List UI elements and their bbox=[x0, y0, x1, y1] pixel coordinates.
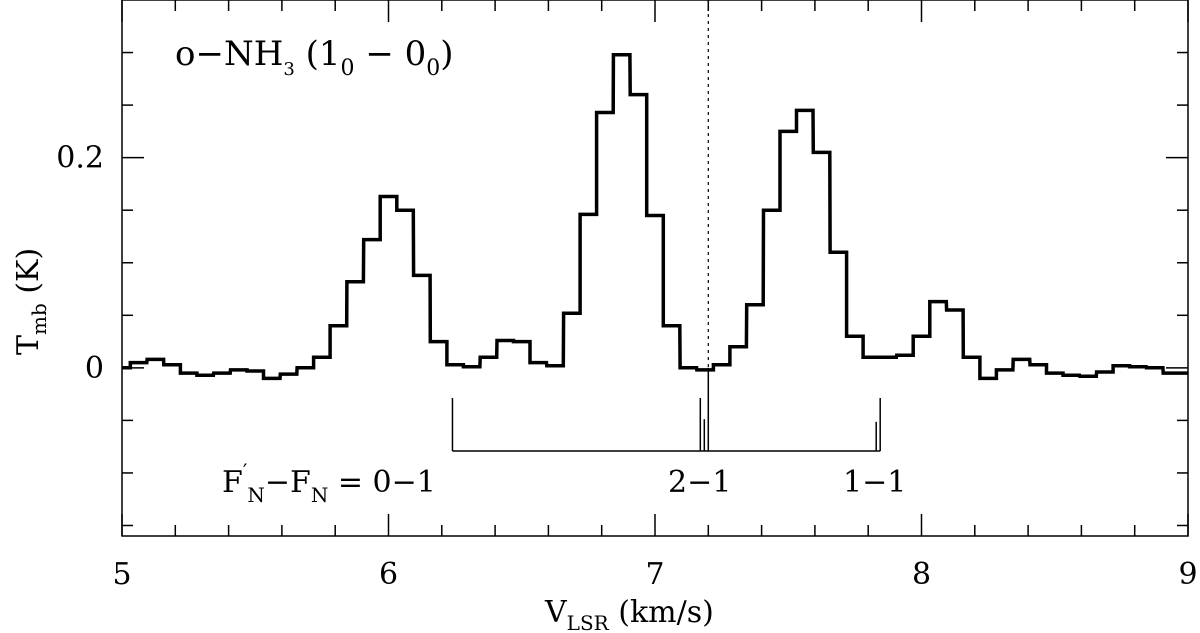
x-tick-label: 6 bbox=[379, 557, 398, 592]
x-axis-label: VLSR (km/s) bbox=[544, 595, 714, 633]
x-tick-label: 5 bbox=[112, 557, 131, 592]
y-tick-label: 0.2 bbox=[56, 141, 104, 176]
y-tick-labels: 00.2 bbox=[56, 141, 104, 386]
x-tick-labels: 5 6 7 8 9 bbox=[112, 557, 1197, 592]
y-axis-label: Tmb (K) bbox=[11, 248, 51, 355]
plot-frame bbox=[121, 0, 1189, 537]
hfs-label-1-1: 1−1 bbox=[843, 465, 906, 500]
spectrum-series bbox=[122, 52, 1188, 381]
chart-title: o−NH3 (10 − 00) bbox=[175, 34, 454, 81]
x-tick-label: 7 bbox=[645, 557, 664, 592]
hyperfine-markers bbox=[451, 367, 881, 452]
x-ticks bbox=[121, 0, 1189, 536]
y-ticks bbox=[122, 51, 1188, 527]
x-tick-label: 9 bbox=[1178, 557, 1197, 592]
x-tick-label: 8 bbox=[912, 557, 931, 592]
y-tick-label: 0 bbox=[85, 351, 104, 386]
hfs-label-2-1: 2−1 bbox=[668, 465, 731, 500]
hfs-label-main: F′N−FN = 0−1 bbox=[222, 459, 436, 507]
